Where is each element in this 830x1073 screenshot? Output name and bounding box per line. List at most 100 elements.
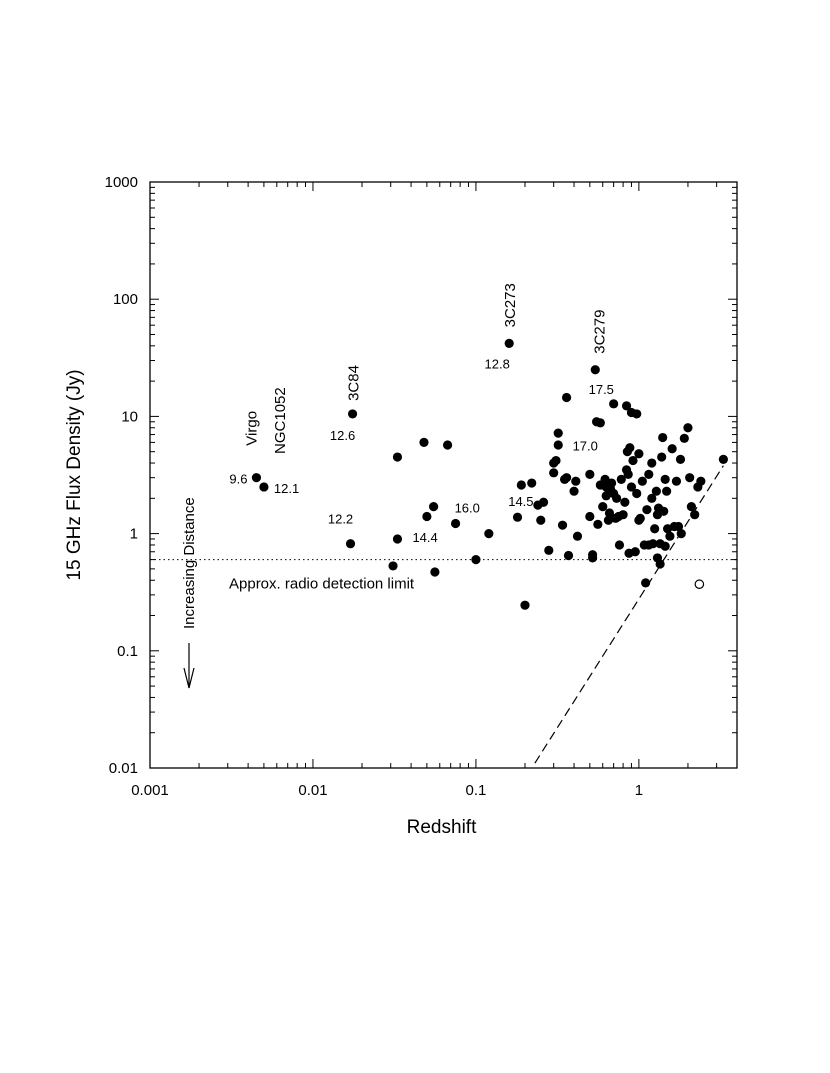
data-point [659,506,669,516]
data-point [679,433,689,443]
data-point [598,501,608,512]
data-point [644,469,654,479]
tick-labels: 0.001 0.01 0.1 1 0.01 0.1 1 10 100 1000 [105,174,643,799]
data-point [549,468,559,478]
data-point [536,515,546,525]
data-point [388,561,398,571]
data-point [620,497,630,507]
source-name-label: NGC1052 [272,387,289,454]
data-point [696,476,706,486]
data-point [585,469,595,479]
data-point [569,486,579,496]
data-point [595,418,605,428]
data-point [673,521,684,532]
data-point [665,531,675,541]
data-point [690,510,700,520]
data-point [604,508,615,518]
data-point [345,539,356,549]
data-point [718,454,728,464]
data-point [551,455,561,466]
increasing-distance-label: Increasing Distance [181,497,198,629]
data-point [259,482,269,492]
y-axis-title: 15 GHz Flux Density (Jy) [64,369,85,580]
data-point [655,559,665,569]
data-point [392,452,403,462]
data-point [553,440,563,450]
data-point [657,452,667,462]
data-point [392,534,403,544]
data-point [612,493,622,503]
data-point [637,476,647,486]
data-point [614,540,625,550]
point-value-label: 12.8 [485,356,510,371]
x-axis-title: Redshift [407,817,477,838]
x-tick-label: 0.1 [465,782,486,799]
point-value-label: 12.2 [328,512,353,527]
data-point [683,423,693,433]
data-point [641,578,651,588]
point-value-label: 14.5 [508,494,533,509]
data-point [571,476,581,486]
data-point [601,491,611,501]
data-point [675,454,686,464]
data-point [667,444,677,454]
source-name-label: Virgo [243,411,260,446]
data-point [676,529,686,539]
data-point [588,553,598,563]
data-point [563,550,574,561]
data-point [544,545,554,555]
data-point [603,515,613,525]
open-data-point [694,579,705,590]
y-tick-label: 0.01 [109,760,138,777]
y-tick-label: 100 [113,291,138,308]
data-point [686,501,696,512]
axis-ticks [149,181,738,769]
data-point [553,428,563,438]
data-point [429,501,439,512]
down-arrow-icon [183,643,195,689]
point-value-label: 12.1 [274,481,299,496]
data-point [442,440,453,450]
selection-dashed-line [534,465,724,764]
y-tick-label: 1000 [105,174,138,191]
point-annotations: 9.6 12.1 12.2 12.6 14.4 16.0 12.8 14.5 17.0 17.5 V… [229,283,614,545]
data-point [516,480,526,490]
y-tick-label: 1 [130,526,138,543]
x-tick-label: 0.001 [131,782,169,799]
x-tick-label: 0.01 [298,782,327,799]
data-point [347,409,358,419]
data-point [471,555,481,565]
data-point [660,474,670,485]
point-value-label: 12.6 [330,428,355,443]
data-point [520,600,530,610]
data-point [626,482,637,492]
data-point [632,488,642,499]
data-point [671,476,682,486]
point-value-label: 9.6 [229,472,247,487]
plot-frame [149,181,738,769]
source-name-label: 3C84 [346,365,363,401]
data-point [648,539,658,549]
data-point [450,518,461,529]
data-point [572,531,583,541]
data-point [590,365,600,375]
data-point [504,338,514,348]
data-point [642,505,652,515]
data-point [621,401,632,411]
data-point [632,409,642,419]
data-point [251,473,262,483]
data-point [512,512,523,522]
data-points [251,338,728,610]
data-point [625,443,635,453]
data-point [606,478,617,488]
data-point [662,486,672,496]
data-point [658,432,668,443]
data-point [422,511,432,522]
point-value-label: 17.0 [573,439,598,454]
data-point [585,511,595,522]
data-point [650,524,660,534]
data-point [430,567,440,577]
source-name-label: 3C273 [502,283,519,327]
data-point [618,510,628,520]
